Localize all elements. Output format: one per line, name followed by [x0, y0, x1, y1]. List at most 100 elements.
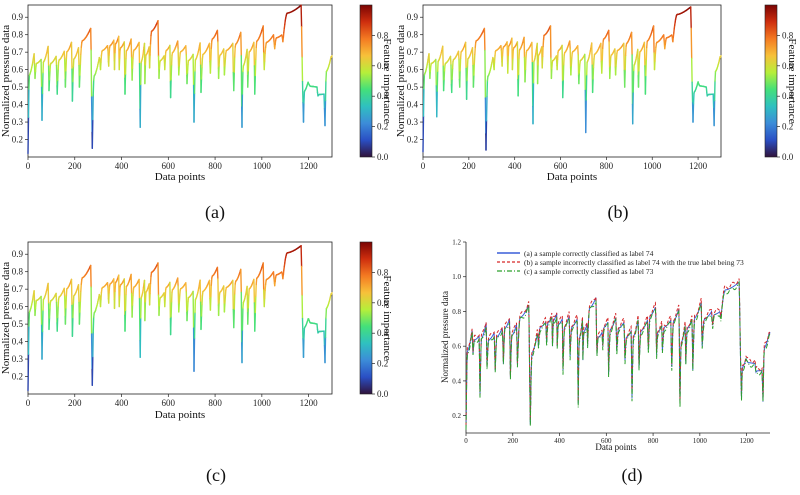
y-tick-label: 0.3 [12, 354, 24, 364]
curve-segment [591, 78, 594, 94]
panel-a-colorbar-label: Feature importance [381, 38, 393, 123]
curve-segment [158, 61, 161, 70]
curve-segment [272, 271, 275, 279]
curve-segment [663, 34, 665, 42]
curve-segment [532, 82, 535, 125]
curve-segment [247, 57, 250, 72]
curve-segment [139, 61, 142, 86]
curve-segment [493, 55, 496, 63]
x-tick-label: 200 [462, 161, 476, 171]
curve-segment [570, 57, 573, 67]
curve-segment [139, 83, 142, 129]
curve-segment [148, 54, 151, 69]
curve-segment [422, 115, 425, 153]
y-tick-label: 0.6 [407, 65, 419, 75]
curve-segment [130, 273, 133, 295]
curve-segment [113, 290, 116, 310]
y-tick-label: 0.8 [12, 30, 24, 40]
curve-segment [484, 49, 487, 99]
curve-segment [233, 71, 236, 92]
y-tick-label: 0.7 [12, 47, 24, 57]
curve-segment [64, 307, 67, 325]
curve-segment [263, 60, 266, 71]
curve-segment [585, 74, 588, 101]
curve-segment [516, 41, 519, 81]
curve-segment [164, 58, 167, 71]
curve-segment [646, 40, 648, 49]
y-tick-label: 0.4 [407, 100, 419, 110]
x-tick-label: 400 [508, 161, 522, 171]
curve-segment [712, 93, 715, 110]
curve-segment [28, 311, 31, 327]
x-tick-label: 400 [115, 161, 129, 171]
y-tick-label: 0.3 [407, 117, 419, 127]
panel-a-curve [27, 4, 333, 155]
curve-segment [90, 286, 93, 335]
curve-segment [323, 330, 326, 347]
series-a-line [465, 281, 771, 430]
curve-segment [223, 65, 226, 76]
curve-segment [300, 244, 303, 268]
curve-segment [264, 283, 267, 292]
curve-segment [486, 75, 489, 82]
curve-segment [210, 277, 213, 286]
legend-entry-c: (c) a sample correctly classified as lab… [524, 267, 654, 276]
panel-d-xlabel: Data points [595, 442, 637, 452]
curve-segment [124, 73, 127, 95]
curve-segment [324, 99, 327, 127]
x-tick-label: 200 [68, 398, 82, 408]
curve-segment [246, 285, 249, 314]
curve-segment [325, 307, 328, 319]
colorbar-tick-label: 0.6 [782, 61, 794, 71]
curve-segment [652, 25, 655, 54]
panel-c-xlabel: Data points [155, 409, 205, 421]
curve-segment [692, 103, 695, 123]
colorbar-tick-label: 0.2 [782, 122, 793, 132]
panel-b-colorbar-label: Feature importance [786, 38, 798, 123]
curve-segment [92, 75, 95, 82]
curve-segment [241, 307, 244, 331]
curve-segment [577, 45, 579, 56]
x-tick-label: 1200 [689, 161, 708, 171]
x-tick-label: 1200 [300, 398, 319, 408]
curve-segment [72, 65, 75, 83]
curve-segment [114, 43, 117, 54]
curve-segment [300, 4, 303, 28]
curve-segment [300, 26, 303, 59]
curve-segment [139, 297, 142, 319]
x-tick-label: 1000 [693, 437, 708, 445]
panel-a: 0 200 400 600 800 1000 1200 0.2 0.3 0.4 0.5 0.6 0.7… [0, 4, 393, 223]
curve-segment [253, 278, 256, 304]
curve-segment [56, 79, 59, 95]
series-c-line [465, 280, 771, 430]
curve-segment [562, 79, 564, 99]
curve-segment [300, 265, 303, 297]
curve-segment [209, 58, 212, 74]
curve-segment [78, 74, 81, 88]
curve-segment [645, 58, 647, 77]
curve-segment [511, 57, 514, 71]
curve-segment [144, 64, 147, 85]
curve-segment [518, 49, 521, 59]
curve-segment [457, 50, 460, 61]
panel-d-curves [465, 278, 771, 430]
curve-segment [525, 51, 528, 60]
curve-segment [210, 40, 213, 49]
panel-d-yticks: 0.2 0.4 0.6 0.8 1.0 1.2 [452, 239, 466, 420]
curve-segment [192, 53, 195, 87]
curve-segment [638, 57, 641, 72]
y-tick-label: 0.3 [12, 117, 24, 127]
curve-segment [323, 93, 326, 110]
curve-segment [232, 279, 235, 311]
curve-segment [41, 92, 44, 122]
x-tick-label: 800 [208, 398, 222, 408]
panel-a-yticks: 0.2 0.3 0.4 0.5 0.6 0.7 0.8 0.9 [12, 12, 28, 145]
curve-segment [569, 40, 571, 50]
curve-segment [41, 71, 44, 95]
curve-segment [654, 46, 657, 55]
curve-segment [459, 51, 462, 59]
curve-segment [170, 64, 173, 81]
y-tick-label: 1.2 [452, 239, 461, 247]
curve-segment [233, 308, 236, 329]
curve-segment [130, 38, 133, 59]
